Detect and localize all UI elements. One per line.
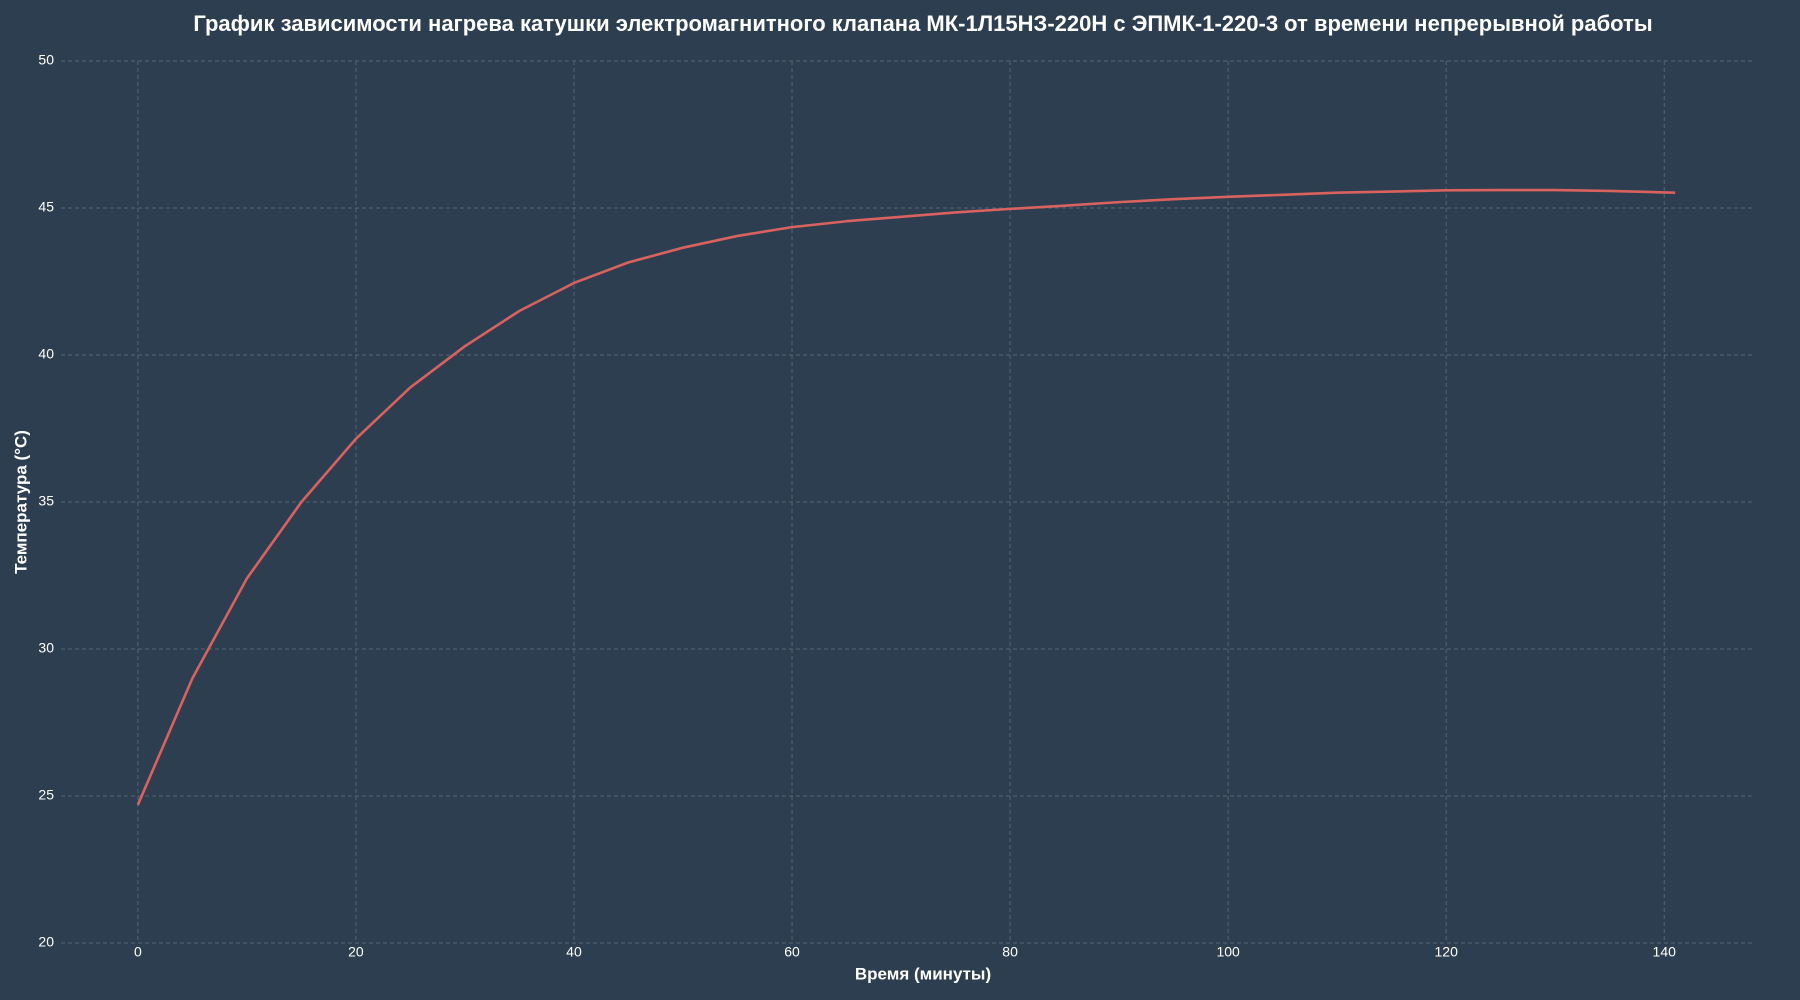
y-tick-label: 30: [38, 640, 54, 656]
y-tick-label: 40: [38, 346, 54, 362]
x-axis-label: Время (минуты): [855, 964, 991, 983]
chart-title: График зависимости нагрева катушки элект…: [193, 11, 1652, 36]
x-tick-label: 140: [1653, 944, 1677, 960]
x-tick-label: 120: [1435, 944, 1459, 960]
x-tick-label: 0: [134, 944, 142, 960]
y-tick-label: 20: [38, 934, 54, 950]
x-tick-label: 80: [1002, 944, 1018, 960]
y-tick-label: 45: [38, 199, 54, 215]
x-tick-label: 20: [348, 944, 364, 960]
x-tick-label: 40: [566, 944, 582, 960]
y-tick-label: 35: [38, 493, 54, 509]
data-line: [136, 188, 1676, 806]
x-tick-label: 100: [1216, 944, 1240, 960]
y-tick-label: 50: [38, 52, 54, 68]
y-axis-label: Температура (°C): [11, 430, 30, 574]
y-tick-label: 25: [38, 787, 54, 803]
x-tick-label: 60: [784, 944, 800, 960]
